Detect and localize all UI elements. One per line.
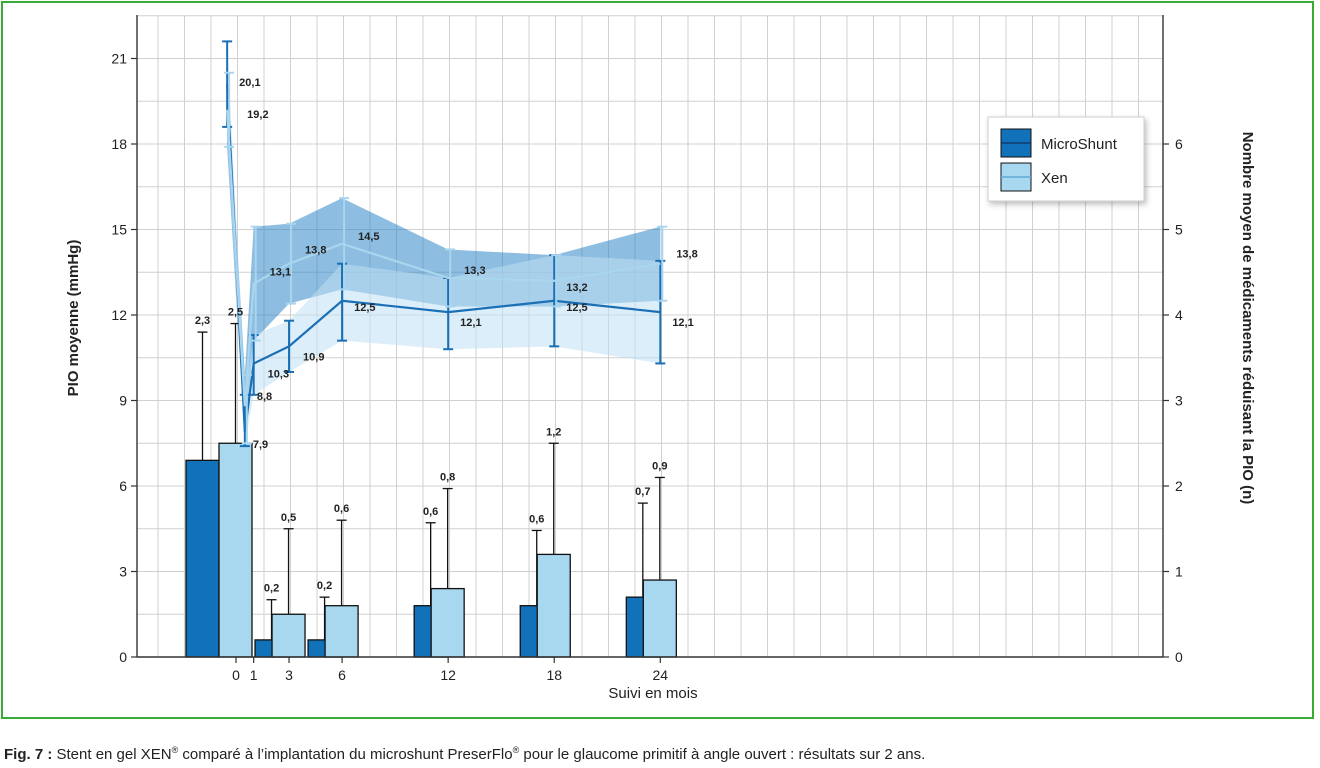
figure-caption: Fig. 7 : Stent en gel XEN® comparé à l’i… bbox=[4, 745, 925, 763]
y-tick-label: 12 bbox=[111, 307, 127, 323]
iop-label-xen: 14,5 bbox=[358, 231, 379, 243]
y2-axis-title: Nombre moyen de médicaments réduisant la… bbox=[1239, 132, 1256, 505]
x-axis-title: Suivi en mois bbox=[608, 685, 697, 702]
iop-label-microshunt: 7,9 bbox=[253, 439, 268, 451]
caption-text-3: pour le glaucome primitif à angle ouvert… bbox=[519, 746, 926, 763]
iop-label-microshunt: 12,1 bbox=[672, 317, 693, 329]
bar-label-xen: 0,6 bbox=[334, 503, 349, 515]
x-tick-label: 1 bbox=[250, 667, 258, 683]
bar-label-microshunt: 0,6 bbox=[423, 506, 438, 518]
bar-xen bbox=[642, 579, 677, 658]
iop-label-microshunt: 20,1 bbox=[239, 77, 260, 89]
bar-label-xen: 2,5 bbox=[228, 307, 243, 319]
bar-microshunt bbox=[185, 459, 220, 658]
x-tick-label: 18 bbox=[546, 667, 562, 683]
caption-sup-2: ® bbox=[512, 745, 520, 755]
bar-label-xen: 0,9 bbox=[652, 460, 667, 472]
y2-tick-label: 1 bbox=[1175, 564, 1183, 580]
data-labels: 2,3 0,2 0,2 0,6 0,6 0,7 2,5 0,5 0,6 0,8 1,2 0,9 20,1… bbox=[195, 77, 698, 595]
iop-label-microshunt: 10,3 bbox=[268, 368, 289, 380]
y-tick-label: 3 bbox=[119, 564, 127, 580]
y2-tick-label: 3 bbox=[1175, 393, 1183, 409]
bar-xen bbox=[430, 587, 465, 658]
x-tick-label: 6 bbox=[338, 667, 346, 683]
x-tick-label: 0 bbox=[232, 667, 240, 683]
bar-xen bbox=[218, 442, 253, 658]
y-tick-label: 15 bbox=[111, 222, 127, 238]
medication-bars bbox=[185, 322, 677, 658]
iop-label-xen: 19,2 bbox=[247, 109, 268, 121]
iop-label-microshunt: 12,5 bbox=[566, 302, 587, 314]
confidence-band-microshunt bbox=[227, 41, 661, 447]
y-tick-label: 6 bbox=[119, 478, 127, 494]
y-tick-label: 21 bbox=[111, 51, 127, 67]
caption-sup-1: ® bbox=[171, 745, 179, 755]
bar-label-microshunt: 0,7 bbox=[635, 486, 650, 498]
bar-xen bbox=[324, 605, 359, 658]
iop-label-xen: 13,8 bbox=[305, 245, 326, 257]
iop-label-microshunt: 12,5 bbox=[354, 302, 375, 314]
iop-label-xen: 13,8 bbox=[676, 249, 697, 261]
legend: MicroShunt Xen bbox=[987, 116, 1145, 202]
iop-label-xen: 13,3 bbox=[464, 265, 485, 277]
y2-tick-label: 4 bbox=[1175, 307, 1183, 323]
bar-xen bbox=[271, 613, 306, 658]
iop-label-xen: 13,2 bbox=[566, 282, 587, 294]
y2-tick-label: 0 bbox=[1175, 649, 1183, 665]
iop-label-microshunt: 10,9 bbox=[303, 351, 324, 363]
y2-tick-label: 5 bbox=[1175, 222, 1183, 238]
x-tick-label: 12 bbox=[440, 667, 456, 683]
bar-label-microshunt: 0,6 bbox=[529, 513, 544, 525]
y2-tick-label: 6 bbox=[1175, 136, 1183, 152]
confidence-band-xen bbox=[227, 72, 661, 444]
legend-label-xen: Xen bbox=[1041, 170, 1068, 187]
bar-label-microshunt: 0,2 bbox=[317, 580, 332, 592]
caption-text-1: Stent en gel XEN bbox=[52, 746, 172, 763]
bar-label-microshunt: 2,3 bbox=[195, 315, 210, 327]
iop-label-microshunt: 12,1 bbox=[460, 317, 481, 329]
bar-xen bbox=[536, 553, 571, 658]
confidence-bands bbox=[227, 41, 661, 447]
bar-label-xen: 0,5 bbox=[281, 512, 296, 524]
x-tick-label: 3 bbox=[285, 667, 293, 683]
x-tick-label: 24 bbox=[653, 667, 669, 683]
iop-label-xen: 13,1 bbox=[270, 267, 291, 279]
bar-label-microshunt: 0,2 bbox=[264, 583, 279, 595]
caption-text-2: comparé à l’implantation du microshunt P… bbox=[178, 746, 513, 763]
iop-lines bbox=[222, 40, 668, 448]
y-tick-label: 9 bbox=[119, 393, 127, 409]
y-tick-label: 0 bbox=[119, 649, 127, 665]
caption-label: Fig. 7 : bbox=[4, 746, 53, 763]
iop-label-xen: 8,8 bbox=[257, 391, 272, 403]
y-axis-title: PIO moyenne (mmHg) bbox=[65, 240, 82, 397]
bar-label-xen: 1,2 bbox=[546, 426, 561, 438]
legend-label-microshunt: MicroShunt bbox=[1041, 136, 1118, 153]
bar-label-xen: 0,8 bbox=[440, 472, 455, 484]
y2-tick-label: 2 bbox=[1175, 478, 1183, 494]
y-tick-label: 18 bbox=[111, 136, 127, 152]
